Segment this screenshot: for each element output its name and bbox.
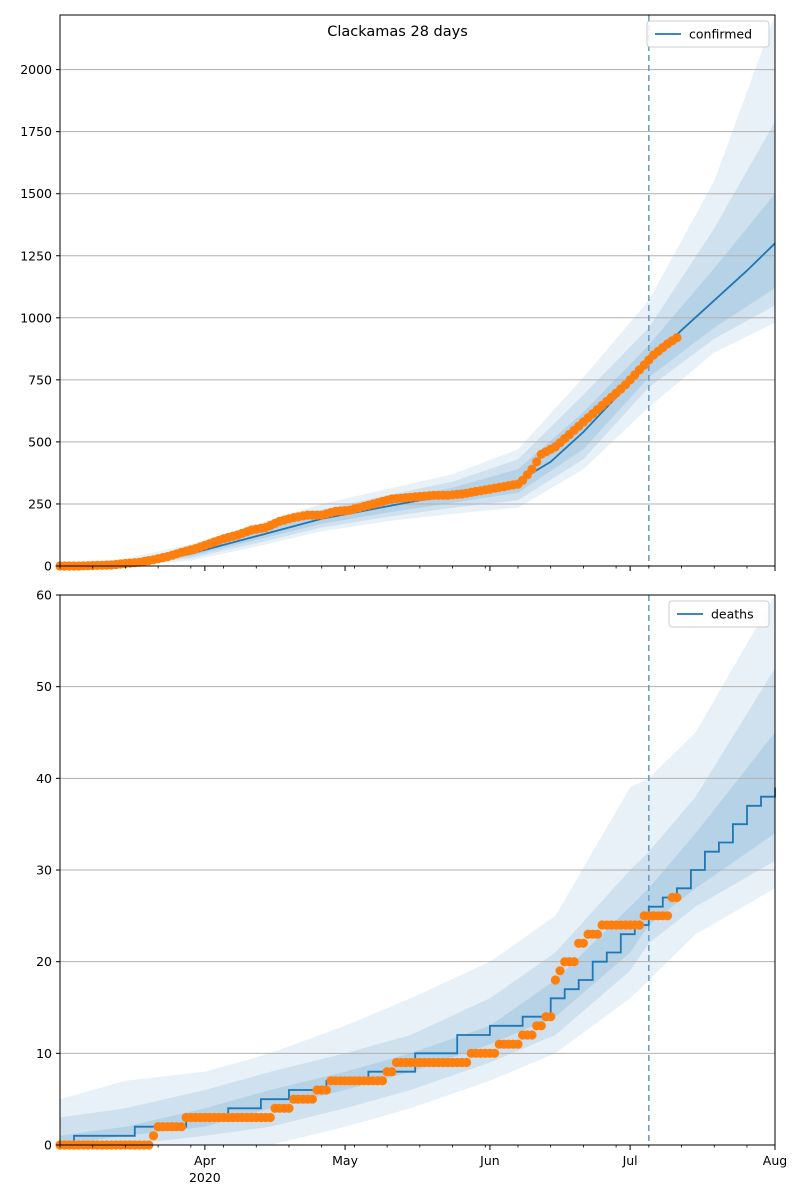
y-tick-label: 750 <box>28 372 52 387</box>
confirmed-band-outer <box>60 15 775 566</box>
confirmed-observed-point <box>532 457 542 467</box>
confirmed-plot-frame <box>59 14 776 567</box>
y-tick-label: 1000 <box>20 310 52 325</box>
deaths-observed-point <box>513 1039 523 1049</box>
confirmed-gridlines <box>60 69 775 505</box>
deaths-x-axis: Apr May Jun Jul Aug <box>59 1145 787 1168</box>
deaths-legend: deaths <box>668 600 770 628</box>
y-tick-label: 2000 <box>20 62 52 77</box>
x-year-label: 2020 <box>189 1170 221 1185</box>
y-tick-label: 1250 <box>20 248 52 263</box>
x-tick-label: Aug <box>763 1153 787 1168</box>
deaths-observed-point <box>387 1067 397 1077</box>
confirmed-observed-points <box>55 333 682 571</box>
deaths-observed-point <box>321 1085 331 1095</box>
deaths-observed-point <box>536 1021 546 1031</box>
y-tick-label: 250 <box>28 496 52 511</box>
x-tick-label: Jun <box>479 1153 500 1168</box>
deaths-observed-point <box>634 920 645 930</box>
y-tick-label: 60 <box>36 588 52 603</box>
y-tick-label: 1750 <box>20 124 52 139</box>
y-tick-label: 20 <box>36 954 52 969</box>
confirmed-uncertainty-bands <box>60 15 775 566</box>
x-tick-label: May <box>332 1153 358 1168</box>
deaths-observed-point <box>555 966 565 976</box>
deaths-observed-point <box>578 938 589 948</box>
chart-title: Clackamas 28 days <box>327 24 468 40</box>
confirmed-observed-point <box>527 464 537 474</box>
x-tick-label: Apr <box>194 1153 216 1168</box>
deaths-observed-point <box>284 1103 294 1113</box>
deaths-observed-points <box>55 892 682 1150</box>
legend-label: deaths <box>711 607 754 622</box>
x-tick-label: Jul <box>622 1153 638 1168</box>
deaths-band-middle <box>60 668 775 1145</box>
deaths-median-line <box>60 787 776 1146</box>
deaths-observed-point <box>148 1131 159 1141</box>
deaths-observed-point <box>672 892 682 903</box>
deaths-observed-point <box>377 1076 388 1086</box>
deaths-observed-point <box>527 1030 537 1040</box>
deaths-panel: 0 10 20 30 40 50 60 Apr May Jun Jul Aug 2020 death… <box>36 588 787 1186</box>
deaths-observed-point <box>662 911 673 921</box>
deaths-y-axis: 0 10 20 30 40 50 60 <box>36 588 60 1153</box>
deaths-observed-point <box>265 1112 275 1123</box>
y-tick-label: 0 <box>44 1138 52 1153</box>
y-tick-label: 1500 <box>20 186 52 201</box>
deaths-observed-point <box>176 1122 187 1132</box>
deaths-observed-point <box>569 957 579 967</box>
y-tick-label: 40 <box>36 771 52 786</box>
deaths-observed-point <box>592 929 603 939</box>
confirmed-y-axis: 0 250 500 750 1000 1250 1500 1750 2000 <box>20 62 60 574</box>
deaths-band-outer <box>60 595 775 1145</box>
y-tick-label: 0 <box>44 559 52 574</box>
legend-box <box>668 600 770 628</box>
y-tick-label: 50 <box>36 679 52 694</box>
legend-label: confirmed <box>689 27 752 42</box>
deaths-observed-point <box>490 1048 500 1058</box>
confirmed-observed-point <box>672 333 682 343</box>
y-tick-label: 500 <box>28 434 52 449</box>
deaths-observed-point <box>307 1094 317 1104</box>
deaths-series <box>60 595 776 1146</box>
deaths-observed-point <box>550 975 561 985</box>
legend-box <box>646 20 770 48</box>
deaths-observed-point <box>462 1057 472 1068</box>
deaths-observed-point <box>546 1012 556 1022</box>
confirmed-panel: 0 250 500 750 1000 1250 1500 1750 2000 Clackamas… <box>20 14 776 574</box>
confirmed-legend: confirmed <box>646 20 770 48</box>
y-tick-label: 10 <box>36 1046 52 1061</box>
confirmed-x-axis <box>59 566 776 571</box>
y-tick-label: 30 <box>36 863 52 878</box>
